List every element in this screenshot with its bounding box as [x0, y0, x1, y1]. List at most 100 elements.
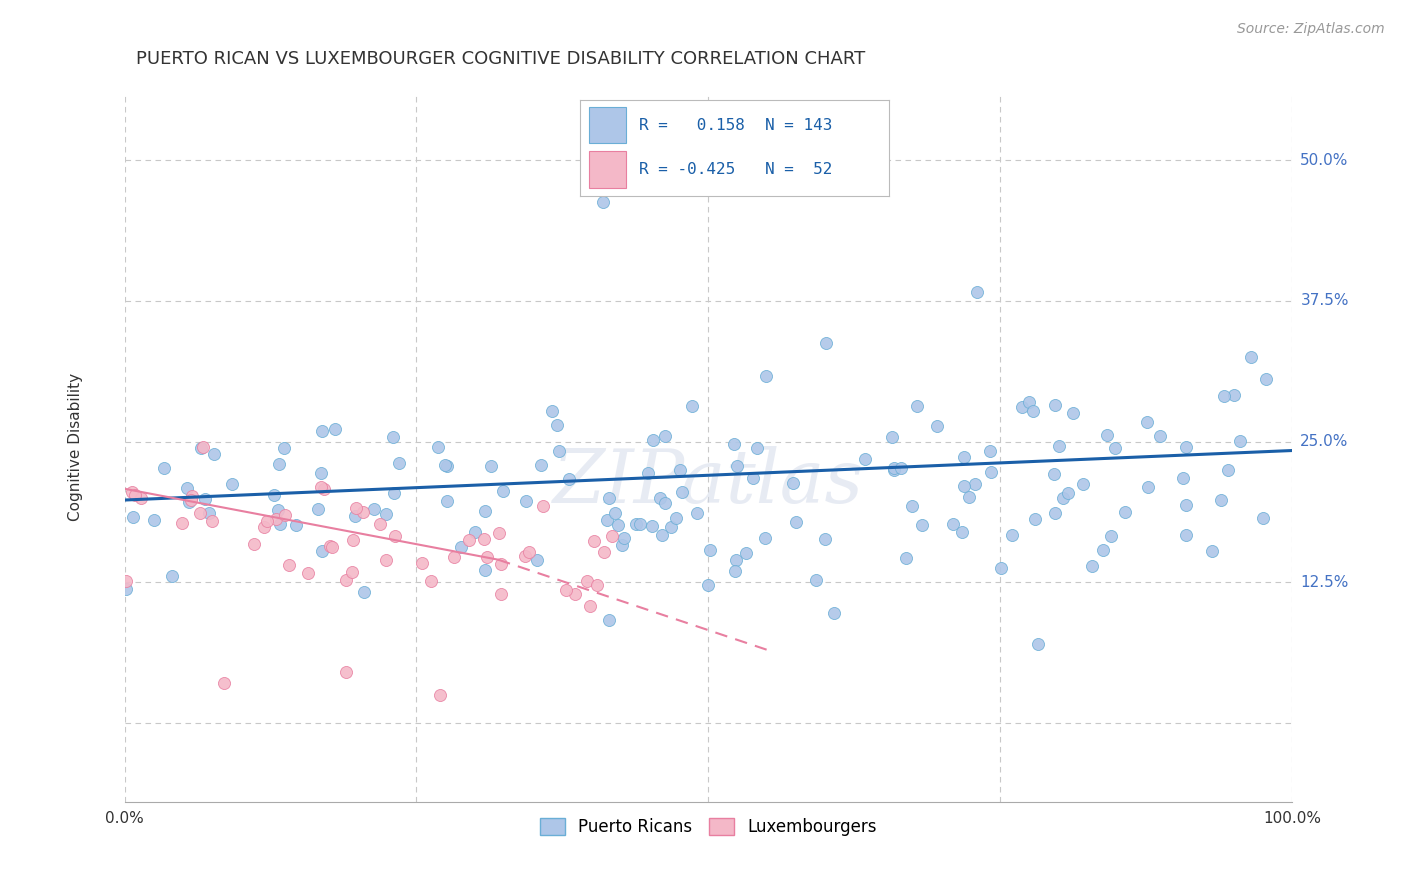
Point	[477, 549, 499, 564]
Point	[464, 525, 486, 540]
Point	[814, 336, 837, 351]
Point	[344, 508, 367, 523]
Point	[530, 458, 553, 472]
Point	[1099, 529, 1122, 543]
Point	[194, 492, 217, 507]
Point	[382, 486, 405, 500]
Legend: Puerto Ricans, Luxembourgers: Puerto Ricans, Luxembourgers	[533, 812, 883, 843]
Point	[242, 537, 264, 551]
Point	[312, 483, 335, 497]
Point	[1137, 480, 1160, 494]
Point	[188, 506, 211, 520]
Point	[724, 564, 747, 578]
Point	[342, 533, 364, 547]
Point	[352, 505, 374, 519]
Point	[894, 551, 917, 566]
Point	[526, 553, 548, 567]
Point	[546, 418, 568, 433]
Point	[180, 492, 202, 507]
Point	[375, 507, 398, 521]
Text: ZIPatlas: ZIPatlas	[553, 446, 863, 519]
Point	[160, 569, 183, 583]
Point	[742, 471, 765, 485]
Point	[375, 553, 398, 567]
Point	[927, 419, 949, 434]
Point	[492, 484, 515, 499]
Point	[479, 458, 502, 473]
Point	[785, 515, 807, 529]
Point	[1201, 543, 1223, 558]
Point	[197, 506, 219, 520]
Point	[754, 532, 776, 546]
Point	[942, 516, 965, 531]
Point	[576, 574, 599, 588]
Point	[901, 499, 924, 513]
Point	[723, 437, 745, 451]
Point	[344, 501, 367, 516]
Point	[697, 578, 720, 592]
Point	[1001, 528, 1024, 542]
Point	[979, 443, 1001, 458]
Point	[564, 587, 586, 601]
Point	[990, 561, 1012, 575]
Point	[124, 488, 146, 502]
Point	[592, 194, 614, 209]
Point	[540, 404, 562, 418]
Point	[626, 516, 648, 531]
Point	[907, 399, 929, 413]
Point	[579, 599, 602, 614]
Point	[488, 526, 510, 541]
Point	[180, 489, 202, 503]
Point	[1171, 471, 1194, 485]
Point	[153, 460, 176, 475]
Point	[643, 434, 665, 448]
Point	[585, 578, 607, 592]
Point	[384, 528, 406, 542]
Point	[595, 513, 617, 527]
Point	[363, 502, 385, 516]
Point	[1026, 637, 1049, 651]
Point	[911, 518, 934, 533]
Point	[957, 490, 980, 504]
Point	[176, 481, 198, 495]
Point	[179, 495, 201, 509]
Point	[1043, 506, 1066, 520]
Point	[953, 450, 976, 465]
Point	[1229, 434, 1251, 449]
Point	[853, 452, 876, 467]
Text: PUERTO RICAN VS LUXEMBOURGER COGNITIVE DISABILITY CORRELATION CHART: PUERTO RICAN VS LUXEMBOURGER COGNITIVE D…	[136, 50, 866, 68]
Point	[436, 458, 458, 473]
Point	[613, 531, 636, 545]
Point	[605, 506, 627, 520]
Point	[628, 516, 651, 531]
Point	[531, 499, 554, 513]
Point	[950, 525, 973, 540]
Point	[273, 442, 295, 456]
Point	[1213, 389, 1236, 403]
Point	[266, 512, 288, 526]
Point	[1091, 543, 1114, 558]
Point	[724, 553, 747, 567]
Point	[353, 584, 375, 599]
Point	[555, 582, 578, 597]
Point	[170, 516, 193, 530]
Point	[1174, 440, 1197, 454]
Point	[474, 563, 496, 577]
Point	[699, 542, 721, 557]
Point	[654, 429, 676, 443]
Point	[311, 424, 333, 438]
Point	[115, 582, 138, 597]
Text: 25.0%: 25.0%	[1301, 434, 1348, 449]
Point	[433, 458, 456, 472]
Point	[382, 430, 405, 444]
Text: 12.5%: 12.5%	[1301, 574, 1348, 590]
Point	[1104, 442, 1126, 456]
Point	[1043, 398, 1066, 412]
Point	[1175, 528, 1198, 542]
Point	[612, 538, 634, 552]
Point	[725, 459, 748, 474]
Point	[1095, 428, 1118, 442]
Point	[980, 466, 1002, 480]
Point	[650, 491, 672, 505]
Point	[1011, 400, 1033, 414]
